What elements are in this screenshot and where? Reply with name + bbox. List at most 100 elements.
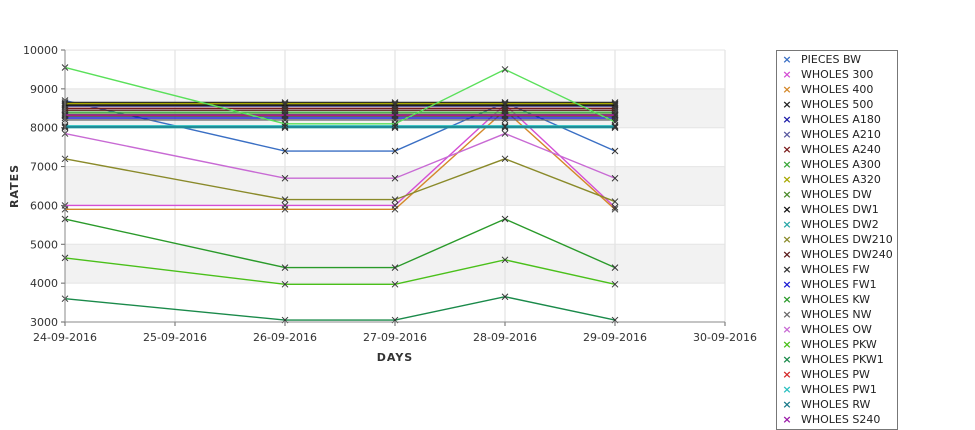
data-point xyxy=(281,120,289,128)
legend-label: WHOLES A240 xyxy=(801,143,881,156)
data-point xyxy=(611,205,619,213)
x-tick-label: 24-09-2016 xyxy=(33,331,97,344)
data-point xyxy=(391,101,399,109)
legend-label: WHOLES DW1 xyxy=(801,203,879,216)
legend-item: × WHOLES FW1 xyxy=(777,277,897,292)
y-tick-label: 3000 xyxy=(30,316,58,329)
legend-swatch: × xyxy=(782,278,792,291)
data-point xyxy=(391,120,399,128)
legend: × PIECES BW × WHOLES 300 × WHOLES 400 × WHOLES … xyxy=(776,50,898,430)
data-point xyxy=(281,264,289,271)
data-point xyxy=(611,280,619,288)
axes xyxy=(64,50,725,323)
legend-item: × WHOLES NW xyxy=(777,307,897,322)
data-point xyxy=(611,111,619,119)
legend-label: WHOLES 400 xyxy=(801,83,874,96)
legend-item: × WHOLES PKW1 xyxy=(777,352,897,367)
y-tick-label: 7000 xyxy=(30,161,58,174)
y-tick-label: 5000 xyxy=(30,238,58,251)
data-point xyxy=(391,111,399,119)
y-tick-label: 9000 xyxy=(30,83,58,96)
legend-item: × WHOLES PKW xyxy=(777,337,897,352)
point-marker xyxy=(281,120,289,128)
data-point xyxy=(281,280,289,288)
legend-label: WHOLES 300 xyxy=(801,68,874,81)
point-marker xyxy=(281,111,289,119)
point-marker xyxy=(281,147,289,155)
point-marker xyxy=(391,196,399,203)
series xyxy=(61,215,619,271)
data-point xyxy=(611,264,619,271)
y-tick-label: 10000 xyxy=(23,44,58,57)
legend-swatch: × xyxy=(782,308,792,321)
legend-label: WHOLES DW xyxy=(801,188,872,201)
legend-item: × WHOLES DW1 xyxy=(777,202,897,217)
legend-swatch: × xyxy=(782,248,792,261)
data-point xyxy=(611,198,619,205)
data-point xyxy=(501,215,509,223)
point-marker xyxy=(501,256,509,264)
legend-label: WHOLES A180 xyxy=(801,113,881,126)
data-point xyxy=(281,196,289,203)
legend-item: × PIECES BW xyxy=(777,52,897,67)
point-marker xyxy=(281,123,289,131)
y-axis-ticks: 3000 4000 5000 6000 7000 8000 9000 10000 xyxy=(23,44,65,329)
point-marker xyxy=(611,124,619,132)
legend-swatch: × xyxy=(782,413,792,426)
legend-item: × WHOLES A320 xyxy=(777,172,897,187)
point-marker xyxy=(391,122,399,130)
legend-item: × WHOLES A240 xyxy=(777,142,897,157)
point-marker xyxy=(611,205,619,213)
y-tick-label: 4000 xyxy=(30,277,58,290)
point-marker xyxy=(611,280,619,288)
data-point xyxy=(501,155,509,163)
legend-item: × WHOLES PW1 xyxy=(777,382,897,397)
point-marker xyxy=(611,174,619,182)
legend-swatch: × xyxy=(782,398,792,411)
series xyxy=(61,155,619,205)
point-marker xyxy=(501,101,509,109)
data-point xyxy=(391,264,399,271)
legend-swatch: × xyxy=(782,203,792,216)
legend-swatch: × xyxy=(782,233,792,246)
x-tick-label: 30-09-2016 xyxy=(693,331,757,344)
data-point xyxy=(611,101,619,109)
legend-swatch: × xyxy=(782,323,792,336)
point-marker xyxy=(611,198,619,205)
point-marker xyxy=(391,111,399,119)
legend-label: PIECES BW xyxy=(801,53,861,66)
point-marker xyxy=(611,101,619,109)
legend-item: × WHOLES KW xyxy=(777,292,897,307)
legend-item: × WHOLES S240 xyxy=(777,412,897,427)
legend-label: WHOLES KW xyxy=(801,293,871,306)
legend-item: × WHOLES DW xyxy=(777,187,897,202)
y-tick-label: 8000 xyxy=(30,122,58,135)
legend-label: WHOLES A300 xyxy=(801,158,881,171)
point-marker xyxy=(391,123,399,131)
legend-swatch: × xyxy=(782,293,792,306)
legend-label: WHOLES PKW xyxy=(801,338,877,351)
legend-swatch: × xyxy=(782,383,792,396)
point-marker xyxy=(501,123,509,131)
y-axis-title: RATES xyxy=(8,164,21,208)
data-point xyxy=(501,101,509,109)
x-tick-label: 26-09-2016 xyxy=(253,331,317,344)
legend-item: × WHOLES RW xyxy=(777,397,897,412)
data-point xyxy=(391,123,399,131)
legend-label: WHOLES PKW1 xyxy=(801,353,884,366)
point-marker xyxy=(281,205,289,213)
data-point xyxy=(281,205,289,213)
point-marker xyxy=(391,101,399,109)
y-tick-label: 6000 xyxy=(30,199,58,212)
point-marker xyxy=(391,120,399,128)
data-point xyxy=(611,174,619,182)
series xyxy=(61,293,619,324)
data-point xyxy=(391,174,399,182)
point-marker xyxy=(281,174,289,182)
legend-swatch: × xyxy=(782,53,792,66)
data-point xyxy=(501,256,509,264)
legend-item: × WHOLES DW210 xyxy=(777,232,897,247)
point-marker xyxy=(281,264,289,271)
data-point xyxy=(391,147,399,155)
